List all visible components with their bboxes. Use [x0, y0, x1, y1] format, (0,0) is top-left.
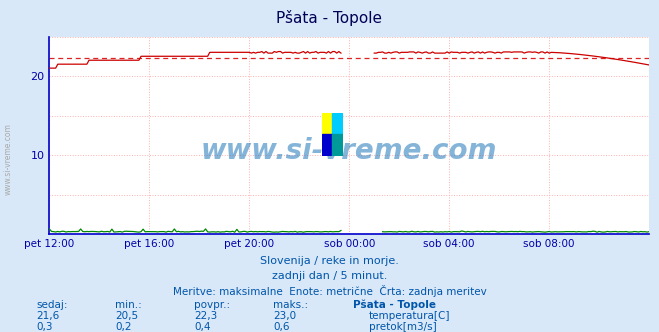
Text: sedaj:: sedaj: [36, 300, 68, 310]
Text: 20,5: 20,5 [115, 311, 138, 321]
Text: 23,0: 23,0 [273, 311, 297, 321]
Bar [333, 134, 343, 156]
Text: temperatura[C]: temperatura[C] [369, 311, 451, 321]
Text: Pšata - Topole: Pšata - Topole [353, 299, 436, 310]
Bar [322, 113, 333, 134]
Text: zadnji dan / 5 minut.: zadnji dan / 5 minut. [272, 271, 387, 281]
Text: 0,4: 0,4 [194, 322, 211, 332]
Text: Meritve: maksimalne  Enote: metrične  Črta: zadnja meritev: Meritve: maksimalne Enote: metrične Črta… [173, 286, 486, 297]
Text: www.si-vreme.com: www.si-vreme.com [201, 137, 498, 165]
Text: 22,3: 22,3 [194, 311, 217, 321]
Text: pretok[m3/s]: pretok[m3/s] [369, 322, 437, 332]
Text: Pšata - Topole: Pšata - Topole [277, 10, 382, 26]
Text: 0,6: 0,6 [273, 322, 290, 332]
Text: maks.:: maks.: [273, 300, 308, 310]
Text: min.:: min.: [115, 300, 142, 310]
Text: povpr.:: povpr.: [194, 300, 231, 310]
Text: Slovenija / reke in morje.: Slovenija / reke in morje. [260, 256, 399, 266]
Bar [333, 113, 343, 134]
Text: 0,3: 0,3 [36, 322, 53, 332]
Text: www.si-vreme.com: www.si-vreme.com [4, 124, 13, 195]
Text: 0,2: 0,2 [115, 322, 132, 332]
Bar [322, 134, 333, 156]
Text: 21,6: 21,6 [36, 311, 59, 321]
